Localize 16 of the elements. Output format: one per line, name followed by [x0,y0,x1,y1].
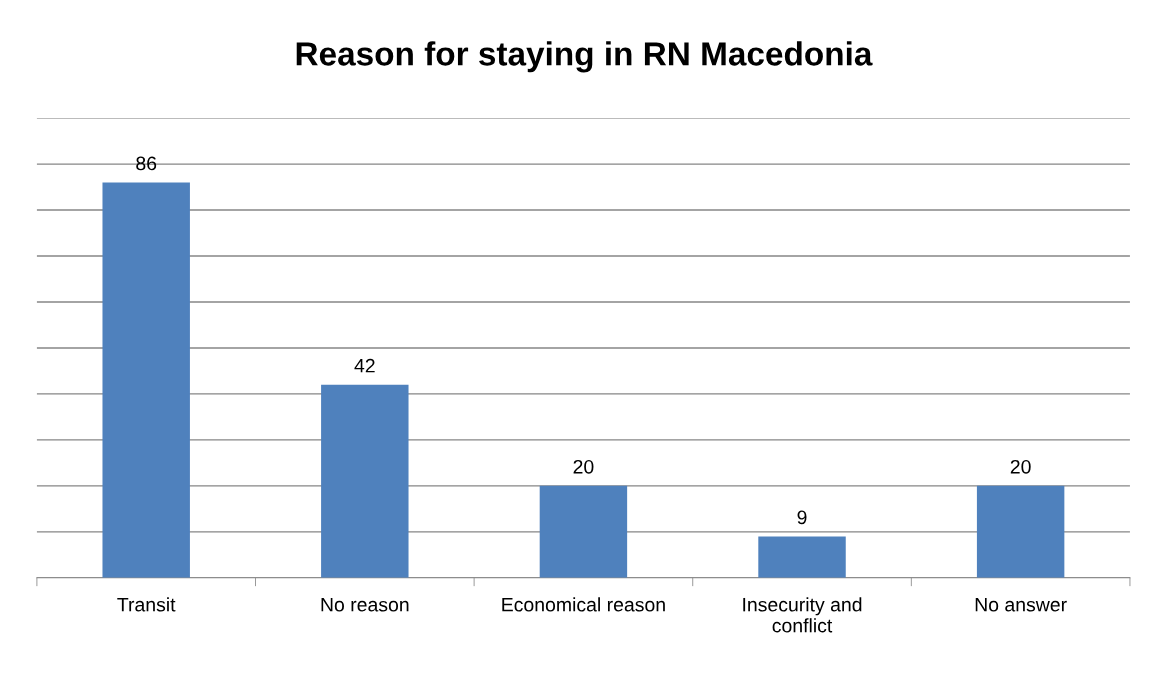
data-label: 9 [797,510,807,525]
bar [321,384,409,578]
data-label: 86 [136,156,157,171]
x-tick-label: No reason [321,597,409,612]
bar [976,485,1065,578]
data-label: 20 [573,459,594,474]
bar [102,182,190,578]
bar [539,485,628,578]
chart-title: Reason for staying in RN Macedonia [296,41,873,73]
x-tick-label: Economical reason [502,597,665,612]
bar [758,536,846,578]
data-label: 42 [354,358,375,373]
x-tick-label: Insecurity and conflict [743,597,862,633]
x-tick-label: No answer [975,597,1067,612]
data-label: 20 [1010,459,1031,474]
x-tick-label: Transit [117,597,176,612]
